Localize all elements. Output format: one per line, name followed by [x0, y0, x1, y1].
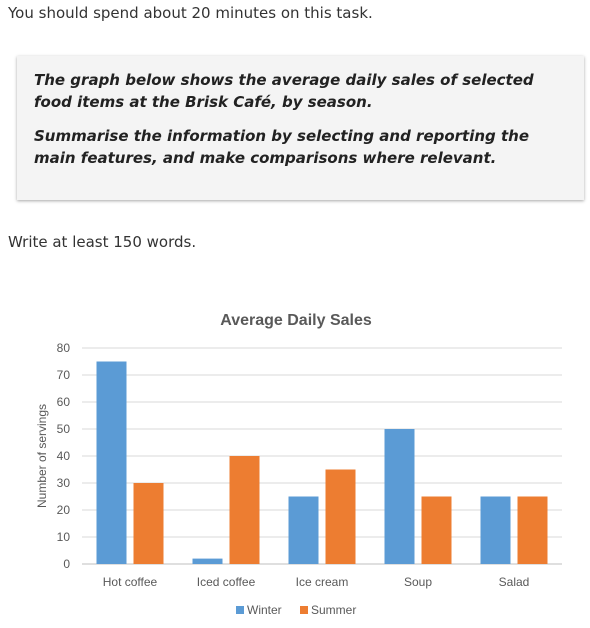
word-count-instruction: Write at least 150 words.: [8, 233, 197, 251]
y-tick-label: 50: [57, 422, 71, 436]
x-tick-label: Soup: [404, 575, 432, 589]
y-tick-label: 10: [57, 530, 71, 544]
legend-label: Summer: [311, 603, 356, 617]
bar-winter: [384, 429, 415, 564]
y-tick-label: 30: [57, 476, 71, 490]
y-tick-label: 70: [57, 368, 71, 382]
y-axis-label: Number of servings: [35, 404, 49, 508]
task-prompt-box: The graph below shows the average daily …: [17, 56, 584, 200]
bar-summer: [421, 496, 452, 564]
bar-winter: [480, 496, 511, 564]
task-prompt-description: The graph below shows the average daily …: [34, 71, 534, 111]
bar-summer: [325, 469, 356, 564]
y-tick-label: 40: [57, 449, 71, 463]
y-tick-label: 0: [63, 557, 70, 571]
bar-summer: [229, 456, 260, 564]
y-tick-label: 80: [57, 341, 71, 355]
legend-swatch-summer: [300, 606, 308, 614]
y-tick-label: 20: [57, 503, 71, 517]
bar-summer: [517, 496, 548, 564]
bar-winter: [192, 558, 223, 564]
x-tick-label: Ice cream: [296, 575, 349, 589]
time-instruction: You should spend about 20 minutes on thi…: [8, 4, 373, 22]
y-tick-label: 60: [57, 395, 71, 409]
x-tick-label: Salad: [499, 575, 530, 589]
x-tick-label: Iced coffee: [197, 575, 256, 589]
legend-swatch-winter: [236, 606, 244, 614]
x-tick-label: Hot coffee: [103, 575, 158, 589]
task-prompt-instruction: Summarise the information by selecting a…: [34, 127, 530, 167]
legend-label: Winter: [247, 603, 282, 617]
bar-summer: [133, 483, 164, 564]
bar-winter: [288, 496, 319, 564]
bar-chart: Average Daily Sales 0 10 20 30 40 50 60 70 80 Numb…: [35, 312, 562, 617]
chart-title: Average Daily Sales: [220, 312, 372, 329]
bar-winter: [96, 361, 127, 564]
